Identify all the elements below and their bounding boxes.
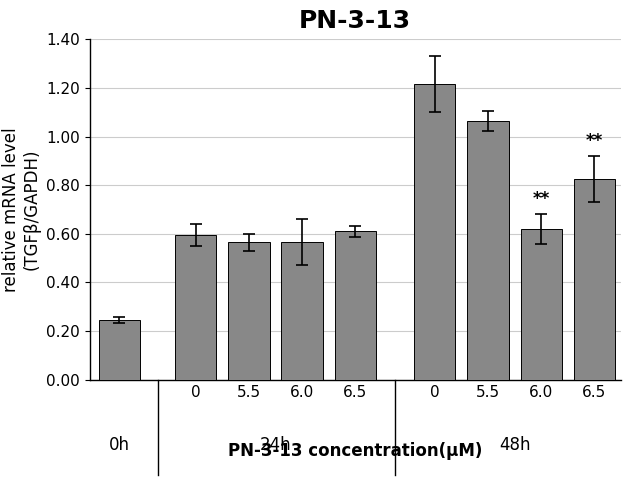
Bar	[467, 121, 509, 380]
Text: **: **	[586, 132, 603, 150]
Bar	[282, 243, 323, 380]
Y-axis label: relative mRNA level
(TGFβ/GAPDH): relative mRNA level (TGFβ/GAPDH)	[2, 127, 40, 292]
Bar	[414, 84, 456, 380]
Bar	[573, 179, 615, 380]
Bar	[175, 235, 216, 380]
Bar	[99, 320, 140, 380]
Text: 0h: 0h	[109, 436, 130, 454]
Title: PN-3-13: PN-3-13	[299, 9, 412, 34]
Text: 24h: 24h	[260, 436, 291, 454]
Bar	[520, 229, 562, 380]
Text: 48h: 48h	[499, 436, 531, 454]
Bar	[228, 243, 269, 380]
Text: **: **	[532, 190, 550, 209]
X-axis label: PN-3-13 concentration(μM): PN-3-13 concentration(μM)	[228, 442, 483, 460]
Bar	[335, 231, 376, 380]
